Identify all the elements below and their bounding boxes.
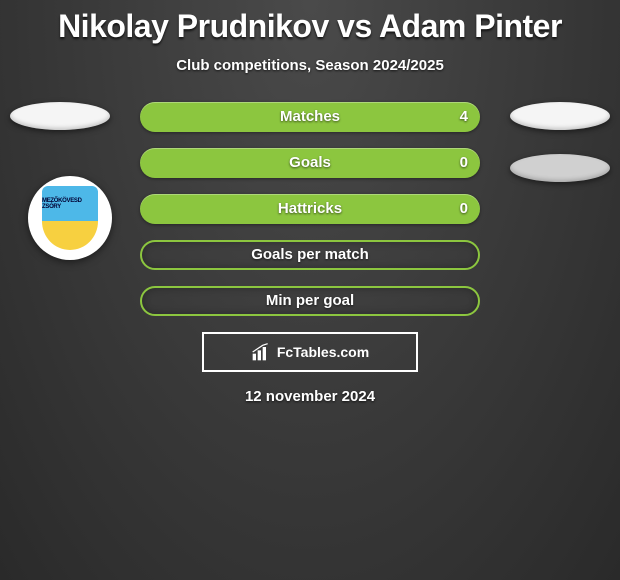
date-text: 12 november 2024 bbox=[0, 388, 620, 405]
bars-icon bbox=[251, 342, 271, 362]
stat-row: Goals0 bbox=[140, 148, 480, 178]
row-value-right: 4 bbox=[460, 102, 468, 132]
row-label: Goals bbox=[140, 148, 480, 178]
comparison-chart: MEZŐKÖVESD ZSÓRY Matches4Goals0Hattricks… bbox=[0, 102, 620, 316]
row-label: Min per goal bbox=[140, 286, 480, 316]
row-value-right: 0 bbox=[460, 148, 468, 178]
page-title: Nikolay Prudnikov vs Adam Pinter bbox=[0, 0, 620, 45]
stat-row: Min per goal bbox=[140, 286, 480, 316]
footer-brand[interactable]: FcTables.com bbox=[202, 332, 418, 372]
shield-icon: MEZŐKÖVESD ZSÓRY bbox=[42, 186, 98, 250]
player-left-placeholder bbox=[10, 102, 110, 130]
player-right-placeholder-1 bbox=[510, 102, 610, 130]
row-label: Matches bbox=[140, 102, 480, 132]
player-right-placeholder-2 bbox=[510, 154, 610, 182]
stat-row: Hattricks0 bbox=[140, 194, 480, 224]
subtitle: Club competitions, Season 2024/2025 bbox=[0, 57, 620, 74]
row-value-right: 0 bbox=[460, 194, 468, 224]
row-label: Hattricks bbox=[140, 194, 480, 224]
badge-bottom bbox=[42, 221, 98, 250]
stat-row: Goals per match bbox=[140, 240, 480, 270]
badge-top: MEZŐKÖVESD ZSÓRY bbox=[42, 186, 98, 221]
stat-rows: Matches4Goals0Hattricks0Goals per matchM… bbox=[140, 102, 480, 316]
row-label: Goals per match bbox=[140, 240, 480, 270]
stat-row: Matches4 bbox=[140, 102, 480, 132]
club-badge: MEZŐKÖVESD ZSÓRY bbox=[28, 176, 112, 260]
footer-brand-text: FcTables.com bbox=[277, 344, 369, 360]
